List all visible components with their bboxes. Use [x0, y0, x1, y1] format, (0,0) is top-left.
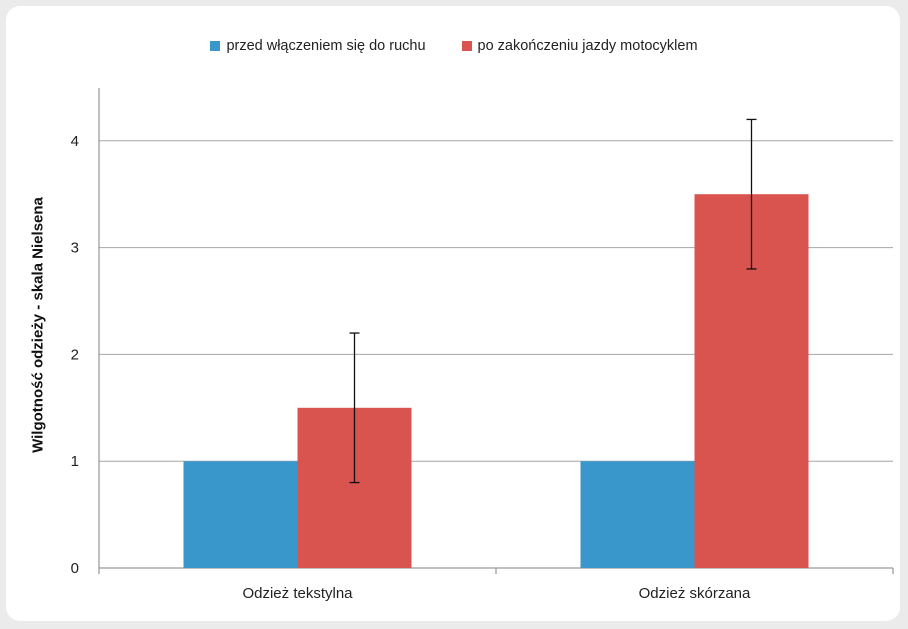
x-tick-label: Odzież skórzana — [639, 585, 751, 602]
legend-item-after: po zakończeniu jazdy motocyklem — [461, 38, 698, 54]
y-tick-label: 4 — [71, 133, 79, 150]
y-tick-label: 3 — [71, 240, 79, 257]
chart-legend: przed włączeniem się do ruchu po zakończ… — [0, 38, 908, 54]
x-tick-label: Odzież tekstylna — [242, 585, 353, 602]
legend-item-before: przed włączeniem się do ruchu — [210, 38, 426, 54]
bar — [580, 461, 695, 568]
legend-label-after: po zakończeniu jazdy motocyklem — [477, 38, 698, 54]
y-tick-label: 2 — [71, 346, 79, 363]
legend-swatch-after — [461, 41, 472, 51]
y-tick-label: 1 — [71, 453, 79, 470]
y-tick-label: 0 — [71, 560, 79, 577]
bar — [183, 461, 298, 568]
legend-label-before: przed włączeniem się do ruchu — [226, 38, 426, 54]
legend-swatch-before — [210, 41, 221, 51]
